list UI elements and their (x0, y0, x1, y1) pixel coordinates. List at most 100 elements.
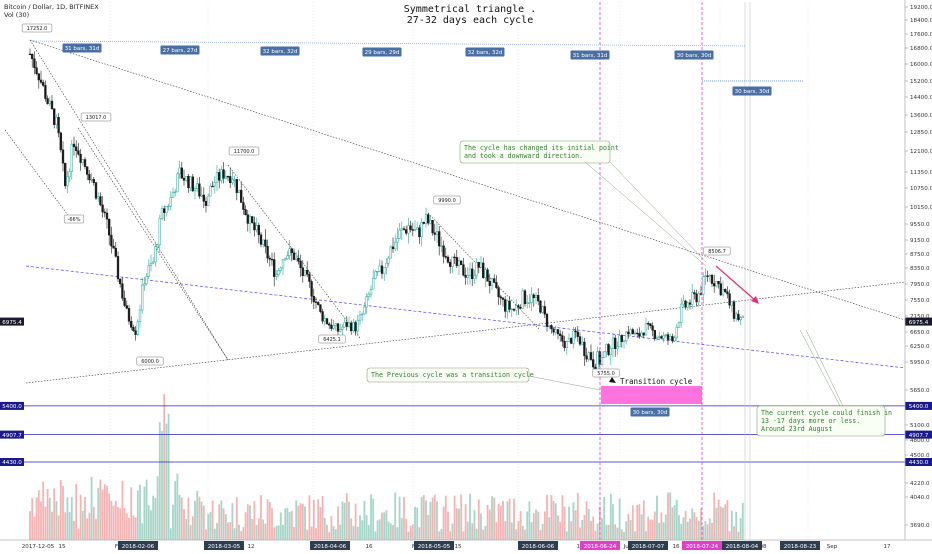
volume-bar (293, 527, 295, 540)
volume-bar (66, 497, 69, 540)
candle-body (299, 261, 302, 269)
volume-bar (691, 508, 694, 540)
volume-bar (638, 504, 641, 540)
candle-body (484, 269, 487, 278)
y-tick-label: 4500.0 (910, 453, 930, 459)
volume-bar (275, 526, 278, 540)
volume-bar (53, 488, 56, 540)
price-axis: 19200.0 18400.0 17600.0 16800.0 16000.0 15200… (904, 0, 932, 540)
volume-bar (44, 506, 47, 540)
volume-bar (574, 510, 577, 540)
volume-bar (77, 528, 80, 540)
candle-body (534, 295, 538, 298)
x-label-bg (414, 541, 454, 550)
volume-bar (594, 530, 597, 540)
volume-bar (312, 499, 315, 540)
candle-body (378, 265, 381, 272)
volume-bar (447, 511, 449, 540)
volume-bar (178, 494, 181, 540)
price-callout (21, 23, 53, 33)
y-tick-label: 7950.0 (910, 282, 930, 288)
volume-bar (319, 507, 322, 540)
volume-bar (99, 479, 102, 540)
volume-bar (143, 486, 146, 540)
y-tick-label: 12100.0 (910, 149, 932, 155)
candle-body (332, 325, 335, 329)
note-previous-cycle (366, 367, 530, 383)
volume-bar (332, 526, 335, 540)
volume-bar (222, 508, 225, 540)
candle-body (207, 195, 210, 206)
volume-bar (695, 517, 698, 540)
volume-bar (183, 509, 185, 540)
volume-bar (147, 505, 150, 540)
x-tick-label: Sep (827, 544, 838, 550)
candle-body (196, 183, 199, 189)
volume-bar (33, 516, 36, 540)
volume-bar (475, 528, 478, 540)
x-tick-label: 2018-04-06 (314, 544, 347, 550)
volume-bar (103, 484, 106, 540)
candle-body (389, 246, 392, 259)
volume-bar (634, 531, 636, 540)
candle-body (574, 330, 577, 333)
y-tick-label: 15200.0 (910, 79, 932, 85)
candle-body (235, 179, 238, 193)
volume-bar (671, 507, 674, 540)
candle-body (627, 331, 630, 335)
chart-title-line1: Symmetrical triangle . (404, 4, 536, 15)
volume-bar (620, 529, 623, 540)
y-tick-label: 5650.0 (910, 388, 930, 394)
candle-body (697, 293, 700, 303)
volume-bar (526, 511, 529, 540)
volume-bar (484, 525, 487, 540)
candle-body (72, 143, 76, 148)
volume-bar (59, 479, 62, 540)
volume-bar (662, 522, 665, 540)
volume-bar (726, 500, 729, 540)
cycle-label-text: 31 bars, 31d (573, 53, 608, 59)
candle-body (244, 209, 247, 215)
volume-bar (642, 500, 645, 540)
x-tick-label: 16 (365, 544, 373, 550)
median-line (25, 265, 906, 369)
candle-body (581, 341, 584, 345)
candle-body (490, 278, 494, 286)
candle-body (317, 302, 320, 305)
volume-bar (535, 509, 537, 540)
candle-body (86, 166, 89, 175)
volume-bar (35, 497, 38, 540)
volume-bar (191, 516, 194, 540)
candle-body (336, 323, 340, 332)
volume-bar (282, 524, 284, 540)
candle-body (154, 246, 157, 263)
candle-body (438, 231, 441, 247)
candle-body (486, 269, 489, 282)
volume-bar (667, 492, 669, 540)
y-tick-label: 5950.0 (910, 360, 930, 366)
candle-body (44, 85, 47, 99)
volume-bar (205, 529, 207, 540)
volume-bar (554, 503, 557, 540)
y-tick-label: 6250.0 (910, 344, 930, 350)
volume-bar (359, 515, 361, 540)
volume-bar (394, 492, 397, 540)
left-price-tag-label: 4430.0 (2, 460, 22, 466)
candle-body (515, 305, 518, 311)
candle-body (497, 287, 500, 298)
volume-bar (158, 422, 161, 540)
candle-body (398, 229, 401, 239)
volume-bar (249, 505, 251, 540)
volume-bar (378, 519, 381, 540)
volume-bar (587, 508, 590, 540)
volume-bar (609, 493, 612, 540)
volume-bar (64, 512, 67, 540)
volume-bar (561, 495, 564, 540)
candle-body (160, 208, 164, 219)
volume-bar (411, 524, 414, 540)
candle-body (460, 260, 463, 265)
candle-body (286, 255, 289, 260)
candle-body (409, 225, 412, 230)
candle-body (341, 326, 344, 330)
